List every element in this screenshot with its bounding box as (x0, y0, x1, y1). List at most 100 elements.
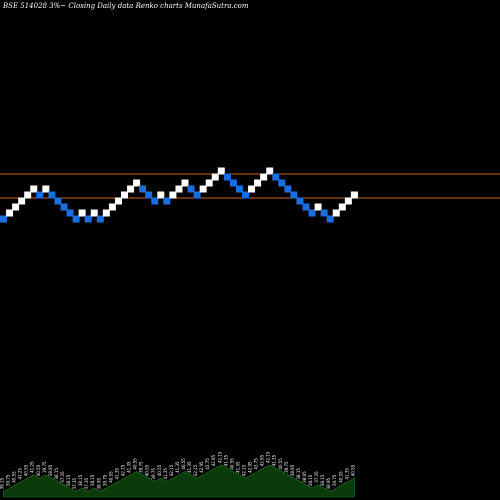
volume-value-label: 39.15 (0, 477, 5, 489)
volume-value-label: 40.55 (145, 464, 150, 476)
volume-value-label: 38.15 (90, 474, 95, 486)
volume-value-label: 42.95 (248, 461, 253, 473)
volume-value-label: 41.35 (235, 461, 240, 473)
renko-brick-up (114, 197, 122, 205)
volume-value-label: 38.15 (308, 474, 313, 486)
volume-value-label: 38.15 (320, 474, 325, 486)
renko-brick-down (242, 191, 249, 199)
renko-brick-down (272, 173, 280, 181)
renko-brick-up (133, 179, 141, 187)
volume-value-label: 37.35 (84, 477, 89, 489)
renko-brick-up (217, 167, 225, 175)
renko-bricks (0, 167, 358, 223)
volume-value-label: 40.55 (108, 471, 113, 483)
renko-brick-up (338, 203, 346, 211)
renko-brick-down (163, 197, 171, 205)
renko-brick-up (18, 197, 26, 205)
volume-value-label: 38.95 (48, 464, 53, 476)
volume-value-label: 40.55 (12, 471, 17, 483)
volume-value-label: 38.95 (290, 464, 295, 476)
volume-value-label: 42.95 (211, 454, 216, 466)
renko-brick-up (266, 167, 274, 175)
volume-value-label: 42.95 (260, 454, 265, 466)
renko-brick-up (260, 173, 268, 181)
renko-brick-up (211, 173, 219, 181)
volume-value-label: 37.35 (314, 471, 319, 483)
volume-value-label: 37.35 (60, 471, 65, 483)
renko-brick-up (24, 191, 32, 199)
renko-brick-down (290, 191, 298, 199)
volume-value-label: 38.15 (66, 474, 71, 486)
volume-value-label: 40.55 (133, 458, 138, 470)
renko-brick-down (72, 215, 80, 223)
renko-brick-up (248, 185, 256, 193)
renko-brick-up (332, 209, 340, 217)
renko-brick-up (254, 179, 262, 187)
volume-value-label: 39.75 (151, 468, 156, 480)
renko-brick-up (157, 191, 165, 199)
renko-brick-down (139, 185, 147, 193)
renko-brick-down (296, 197, 304, 205)
renko-brick-up (181, 179, 189, 187)
renko-brick-up (350, 191, 358, 199)
renko-brick-down (96, 215, 104, 223)
volume-value-label: 39.75 (42, 461, 47, 473)
renko-brick-down (308, 209, 316, 217)
renko-brick-down (84, 215, 92, 223)
volume-value-label: 39.75 (6, 474, 11, 486)
volume-value-label: 38.95 (326, 477, 331, 489)
volume-value-label: 39.75 (102, 474, 107, 486)
volume-value-label: 42.15 (121, 464, 126, 476)
volume-area-path (3, 464, 355, 498)
volume-value-label: 39.75 (332, 474, 337, 486)
volume-value-label: 43.75 (254, 458, 259, 470)
volume-labels: 39.15 39.75 40.55 41.25 40.55 41.25 40.55 39.75… (0, 451, 355, 489)
volume-value-label: 41.35 (223, 454, 228, 466)
volume-value-label: 41.35 (187, 461, 192, 473)
renko-brick-down (223, 173, 231, 181)
volume-value-label: 40.55 (181, 458, 186, 470)
renko-brick-up (314, 203, 322, 211)
volume-value-label: 41.35 (114, 468, 119, 480)
renko-brick-up (205, 179, 213, 187)
volume-value-label: 38.15 (54, 468, 59, 480)
renko-brick-down (66, 209, 74, 217)
renko-brick-down (326, 215, 334, 223)
renko-brick-up (199, 185, 207, 193)
volume-value-label: 41.35 (127, 461, 132, 473)
renko-brick-down (229, 179, 237, 187)
volume-value-label: 38.95 (302, 471, 307, 483)
volume-value-label: 39.75 (284, 461, 289, 473)
renko-brick-down (284, 185, 292, 193)
volume-value-label: 42.15 (217, 451, 222, 463)
chart-title: BSE 514028 3%~ Closing Daily data Renko … (2, 2, 249, 10)
volume-value-label: 40.55 (338, 471, 343, 483)
volume-value-label: 42.15 (266, 451, 271, 463)
renko-brick-down (60, 203, 68, 211)
renko-brick-down (54, 197, 62, 205)
renko-brick-down (48, 191, 56, 199)
volume-value-label: 39.75 (139, 461, 144, 473)
volume-value-label: 40.55 (24, 464, 29, 476)
volume-value-label: 40.55 (157, 464, 162, 476)
renko-brick-up (42, 185, 50, 193)
volume-value-label: 41.25 (18, 468, 23, 480)
renko-brick-up (6, 209, 14, 217)
volume-value-label: 41.25 (30, 461, 35, 473)
volume-value-label: 37.35 (72, 477, 77, 489)
renko-brick-down (235, 185, 243, 193)
volume-value-label: 38.15 (296, 468, 301, 480)
volume-value-label: 40.55 (350, 464, 355, 476)
renko-brick-down (36, 191, 44, 199)
volume-value-label: 40.55 (36, 464, 41, 476)
renko-brick-down (278, 179, 286, 187)
volume-value-label: 42.95 (199, 461, 204, 473)
volume-value-label: 41.35 (175, 461, 180, 473)
volume-value-label: 42.15 (193, 464, 198, 476)
renko-brick-down (187, 185, 195, 193)
volume-value-label: 43.75 (205, 458, 210, 470)
renko-brick-up (102, 209, 110, 217)
volume-value-label: 40.55 (229, 458, 234, 470)
